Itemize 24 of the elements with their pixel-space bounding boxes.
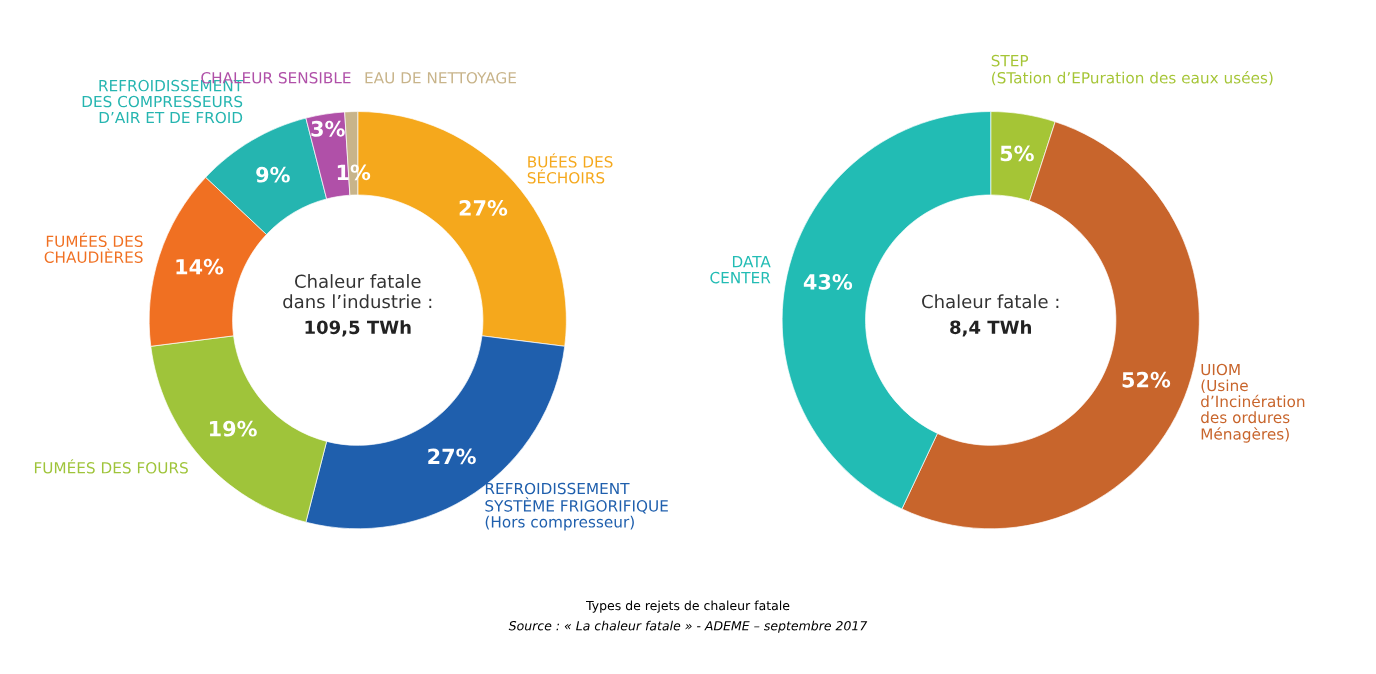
data-label: 27% <box>459 200 508 216</box>
text: Chaleur fatale dans l’industrie : <box>283 274 432 309</box>
data-label: 3% <box>311 120 345 137</box>
data-label: 52% <box>1122 371 1171 388</box>
slice-label: FUMÉES DES CHAUDIÈRES <box>44 232 143 263</box>
text: 8,4 TWh <box>950 320 1031 337</box>
slice-label: BUÉES DES SÉCHOIRS <box>527 153 613 184</box>
source-note: Source : « La chaleur fatale » - ADEME – septembre 2017 <box>508 620 868 633</box>
slice-label: FUMÉES DES FOURS <box>34 459 188 474</box>
text: Chaleur fatale : <box>922 294 1059 309</box>
slice-label: UIOM (Usine d’Incinération des ordures Ménagères) <box>1201 363 1305 443</box>
data-label: 5% <box>1000 145 1034 162</box>
text: Types de rejets de chaleur fatale <box>586 600 790 613</box>
data-label: 1% <box>337 164 371 181</box>
slice-label: STEP (STation d’EPuration des eaux usées) <box>991 54 1273 86</box>
slice-label: DATA CENTER <box>710 256 771 284</box>
data-label: 9% <box>256 166 290 183</box>
data-label: 27% <box>428 448 476 465</box>
data-label: 19% <box>209 420 257 437</box>
slice-label: REFROIDISSEMENT SYSTÈME FRIGORIFIQUE (Hors compresseur) <box>485 482 668 531</box>
data-label: 43% <box>803 274 853 290</box>
data-label: 14% <box>176 258 224 275</box>
slice-label: EAU DE NETTOYAGE <box>365 71 516 84</box>
text: 109,5 TWh <box>305 320 411 337</box>
